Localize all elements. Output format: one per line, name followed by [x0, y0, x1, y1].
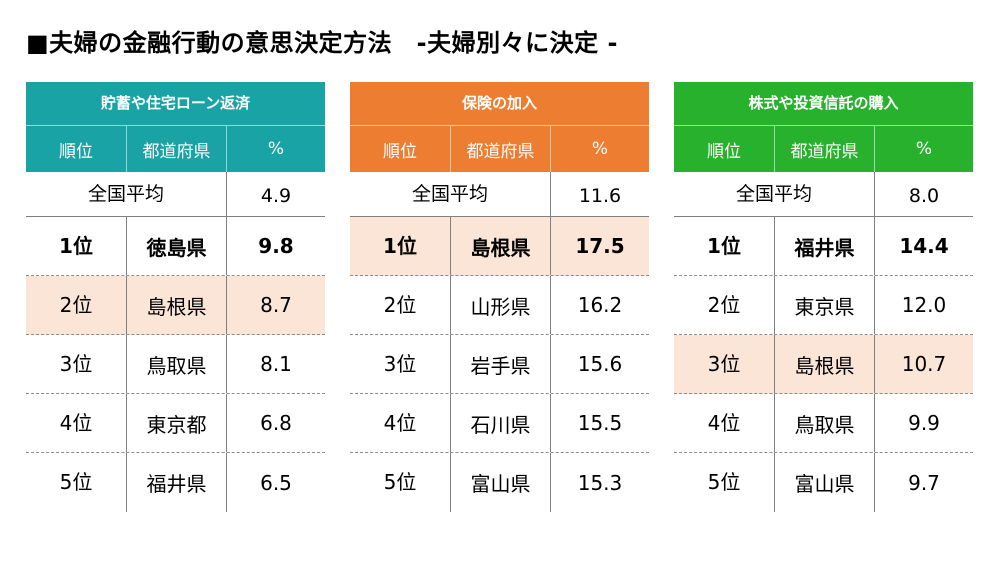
- national-average-row: 全国平均 4.9: [26, 172, 325, 217]
- rank-cell: 5位: [707, 470, 741, 494]
- table-row: 1位 島根県 17.5: [350, 217, 649, 276]
- table-row: 3位 鳥取県 8.1: [26, 335, 325, 394]
- ranking-table-insurance: 保険の加入 順位 都道府県 % 全国平均 11.6 1位 島根県 17.5 2位…: [350, 82, 649, 512]
- percent-cell: 8.7: [226, 276, 325, 334]
- table-title: 保険の加入: [350, 82, 649, 126]
- table-row: 2位 東京県 12.0: [674, 276, 973, 335]
- rank-cell: 2位: [383, 292, 417, 317]
- prefecture-cell: 東京都: [126, 394, 226, 452]
- table-row: 2位 山形県 16.2: [350, 276, 649, 335]
- column-header-percent: %: [550, 126, 649, 172]
- prefecture-cell: 福井県: [774, 217, 874, 275]
- percent-cell: 8.1: [226, 335, 325, 393]
- table-title: 貯蓄や住宅ローン返済: [26, 82, 325, 126]
- prefecture-cell: 富山県: [450, 453, 550, 512]
- table-row: 5位 富山県 9.7: [674, 453, 973, 512]
- percent-cell: 15.3: [550, 453, 649, 512]
- rank-cell: 4位: [383, 410, 417, 435]
- percent-cell: 17.5: [550, 217, 649, 275]
- prefecture-cell: 福井県: [126, 453, 226, 512]
- column-header-percent: %: [874, 126, 973, 172]
- rank-cell: 3位: [707, 351, 741, 376]
- percent-cell: 9.9: [874, 394, 973, 452]
- rank-cell: 2位: [59, 292, 93, 317]
- column-header-prefecture: 都道府県: [450, 126, 550, 172]
- prefecture-cell: 富山県: [774, 453, 874, 512]
- prefecture-cell: 徳島県: [126, 217, 226, 275]
- percent-cell: 15.6: [550, 335, 649, 393]
- table-header: 順位 都道府県 %: [674, 126, 973, 172]
- rank-cell: 3位: [59, 351, 93, 376]
- prefecture-cell: 岩手県: [450, 335, 550, 393]
- percent-cell: 16.2: [550, 276, 649, 334]
- table-row: 5位 福井県 6.5: [26, 453, 325, 512]
- column-header-prefecture: 都道府県: [126, 126, 226, 172]
- national-average-value: 4.9: [226, 172, 325, 216]
- prefecture-cell: 島根県: [774, 335, 874, 393]
- table-row: 1位 徳島県 9.8: [26, 217, 325, 276]
- percent-cell: 6.5: [226, 453, 325, 512]
- rank-cell: 4位: [707, 410, 741, 435]
- prefecture-cell: 島根県: [126, 276, 226, 334]
- ranking-table-stocks-funds: 株式や投資信託の購入 順位 都道府県 % 全国平均 8.0 1位 福井県 14.…: [674, 82, 973, 512]
- table-row: 3位 島根県 10.7: [674, 335, 973, 394]
- national-average-row: 全国平均 11.6: [350, 172, 649, 217]
- percent-cell: 12.0: [874, 276, 973, 334]
- table-header: 順位 都道府県 %: [26, 126, 325, 172]
- table-row: 4位 石川県 15.5: [350, 394, 649, 453]
- prefecture-cell: 鳥取県: [774, 394, 874, 452]
- column-header-prefecture: 都道府県: [774, 126, 874, 172]
- national-average-row: 全国平均 8.0: [674, 172, 973, 217]
- table-row: 3位 岩手県 15.6: [350, 335, 649, 394]
- table-title: 株式や投資信託の購入: [674, 82, 973, 126]
- national-average-label: 全国平均: [411, 183, 488, 205]
- national-average-value: 8.0: [874, 172, 973, 216]
- table-row: 5位 富山県 15.3: [350, 453, 649, 512]
- rank-cell: 1位: [59, 233, 93, 258]
- prefecture-cell: 島根県: [450, 217, 550, 275]
- ranking-table-savings-loan: 貯蓄や住宅ローン返済 順位 都道府県 % 全国平均 4.9 1位 徳島県 9.8…: [26, 82, 325, 512]
- column-header-rank: 順位: [707, 141, 741, 162]
- national-average-label: 全国平均: [735, 183, 812, 205]
- rank-cell: 5位: [59, 470, 93, 494]
- rank-cell: 4位: [59, 410, 93, 435]
- table-row: 4位 鳥取県 9.9: [674, 394, 973, 453]
- percent-cell: 10.7: [874, 335, 973, 393]
- prefecture-cell: 東京県: [774, 276, 874, 334]
- percent-cell: 6.8: [226, 394, 325, 452]
- percent-cell: 9.8: [226, 217, 325, 275]
- rank-cell: 1位: [707, 233, 741, 258]
- prefecture-cell: 石川県: [450, 394, 550, 452]
- table-row: 2位 島根県 8.7: [26, 276, 325, 335]
- rank-cell: 1位: [383, 233, 417, 258]
- prefecture-cell: 鳥取県: [126, 335, 226, 393]
- percent-cell: 15.5: [550, 394, 649, 452]
- national-average-value: 11.6: [550, 172, 649, 216]
- table-header: 順位 都道府県 %: [350, 126, 649, 172]
- national-average-label: 全国平均: [87, 183, 164, 205]
- percent-cell: 14.4: [874, 217, 973, 275]
- page-title: ■夫婦の金融行動の意思決定方法 -夫婦別々に決定 -: [26, 29, 618, 57]
- percent-cell: 9.7: [874, 453, 973, 512]
- table-row: 1位 福井県 14.4: [674, 217, 973, 276]
- rank-cell: 3位: [383, 351, 417, 376]
- rank-cell: 5位: [383, 470, 417, 494]
- rank-cell: 2位: [707, 292, 741, 317]
- column-header-rank: 順位: [383, 141, 417, 162]
- prefecture-cell: 山形県: [450, 276, 550, 334]
- column-header-rank: 順位: [59, 141, 93, 162]
- table-row: 4位 東京都 6.8: [26, 394, 325, 453]
- column-header-percent: %: [226, 126, 325, 172]
